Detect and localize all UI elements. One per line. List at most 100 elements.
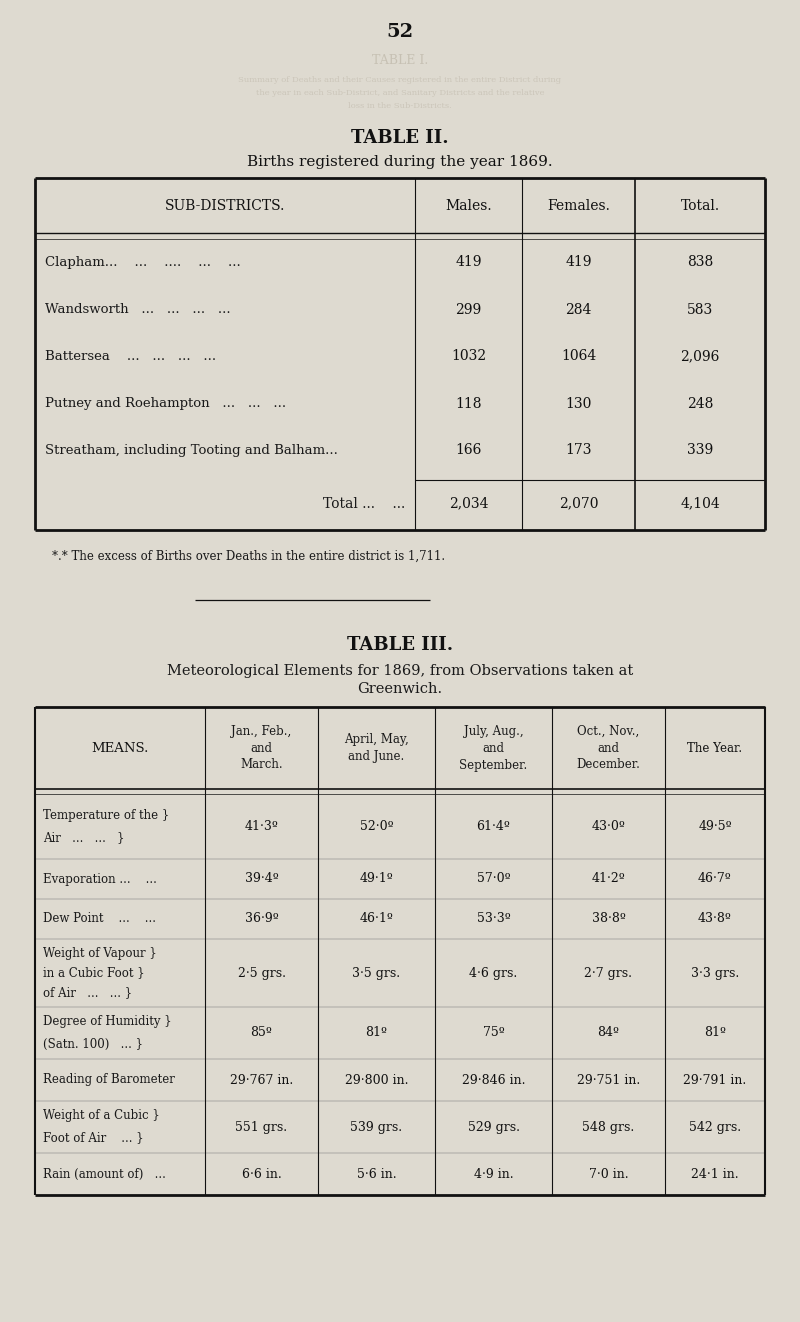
Text: 284: 284 [566, 303, 592, 316]
Text: 43·8º: 43·8º [698, 912, 732, 925]
Text: 49·5º: 49·5º [698, 820, 732, 833]
Text: Foot of Air    ... }: Foot of Air ... } [43, 1132, 144, 1145]
Text: 2,034: 2,034 [449, 497, 488, 510]
Text: 41·3º: 41·3º [245, 820, 278, 833]
Text: 4,104: 4,104 [680, 497, 720, 510]
Text: 41·2º: 41·2º [592, 873, 626, 886]
Text: 1032: 1032 [451, 349, 486, 364]
Text: 299: 299 [455, 303, 482, 316]
Text: 52·0º: 52·0º [360, 820, 394, 833]
Text: Battersea    ...   ...   ...   ...: Battersea ... ... ... ... [45, 350, 216, 364]
Text: Meteorological Elements for 1869, from Observations taken at: Meteorological Elements for 1869, from O… [167, 664, 633, 678]
Text: 36·9º: 36·9º [245, 912, 278, 925]
Text: Air   ...   ...   }: Air ... ... } [43, 832, 125, 843]
Text: and: and [250, 742, 273, 755]
Text: July, Aug.,: July, Aug., [464, 724, 523, 738]
Text: 339: 339 [687, 443, 713, 457]
Text: 29·751 in.: 29·751 in. [577, 1073, 640, 1087]
Text: 548 grs.: 548 grs. [582, 1121, 634, 1133]
Text: 838: 838 [687, 255, 713, 270]
Text: 7·0 in.: 7·0 in. [589, 1167, 628, 1181]
Text: 57·0º: 57·0º [477, 873, 510, 886]
Text: of Air   ...   ... }: of Air ... ... } [43, 986, 132, 999]
Text: 29·800 in.: 29·800 in. [345, 1073, 408, 1087]
Text: loss in the Sub-Districts.: loss in the Sub-Districts. [348, 102, 452, 110]
Text: 3·5 grs.: 3·5 grs. [353, 966, 401, 980]
Text: 2,070: 2,070 [558, 497, 598, 510]
Text: 53·3º: 53·3º [477, 912, 510, 925]
Text: 24·1 in.: 24·1 in. [691, 1167, 739, 1181]
Text: 39·4º: 39·4º [245, 873, 278, 886]
Text: 2·7 grs.: 2·7 grs. [585, 966, 633, 980]
Text: 29·846 in.: 29·846 in. [462, 1073, 526, 1087]
Text: and June.: and June. [348, 750, 405, 763]
Text: Clapham...    ...    ....    ...    ...: Clapham... ... .... ... ... [45, 256, 241, 268]
Text: 49·1º: 49·1º [360, 873, 394, 886]
Text: Weight of Vapour }: Weight of Vapour } [43, 947, 157, 960]
Text: 419: 419 [566, 255, 592, 270]
Text: Wandsworth   ...   ...   ...   ...: Wandsworth ... ... ... ... [45, 303, 230, 316]
Text: The Year.: The Year. [687, 742, 742, 755]
Text: (Satn. 100)   ... }: (Satn. 100) ... } [43, 1038, 143, 1051]
Text: SUB-DISTRICTS.: SUB-DISTRICTS. [165, 198, 285, 213]
Text: 46·7º: 46·7º [698, 873, 732, 886]
Text: 43·0º: 43·0º [591, 820, 626, 833]
Text: 3·3 grs.: 3·3 grs. [691, 966, 739, 980]
Text: 2·5 grs.: 2·5 grs. [238, 966, 286, 980]
Text: Reading of Barometer: Reading of Barometer [43, 1073, 175, 1087]
Text: 118: 118 [455, 397, 482, 411]
Text: Greenwich.: Greenwich. [358, 682, 442, 695]
Text: 81º: 81º [704, 1026, 726, 1039]
Text: *.* The excess of Births over Deaths in the entire district is 1,711.: *.* The excess of Births over Deaths in … [52, 550, 445, 563]
Text: and: and [598, 742, 619, 755]
Text: Streatham, including Tooting and Balham...: Streatham, including Tooting and Balham.… [45, 444, 338, 457]
Text: Females.: Females. [547, 198, 610, 213]
Text: Males.: Males. [445, 198, 492, 213]
Text: Rain (amount of)   ...: Rain (amount of) ... [43, 1167, 166, 1181]
Text: Summary of Deaths and their Causes registered in the entire District during: Summary of Deaths and their Causes regis… [238, 75, 562, 85]
Text: Weight of a Cubic }: Weight of a Cubic } [43, 1109, 160, 1122]
Text: 85º: 85º [250, 1026, 273, 1039]
Text: 583: 583 [687, 303, 713, 316]
Text: the year in each Sub-District, and Sanitary Districts and the relative: the year in each Sub-District, and Sanit… [256, 89, 544, 97]
Text: Oct., Nov.,: Oct., Nov., [578, 724, 640, 738]
Text: 1064: 1064 [561, 349, 596, 364]
Text: 29·791 in.: 29·791 in. [683, 1073, 746, 1087]
Text: Total ...    ...: Total ... ... [322, 497, 405, 510]
Text: 81º: 81º [366, 1026, 387, 1039]
Text: 173: 173 [566, 443, 592, 457]
Text: September.: September. [459, 759, 528, 772]
Text: 38·8º: 38·8º [591, 912, 626, 925]
Text: in a Cubic Foot }: in a Cubic Foot } [43, 966, 145, 980]
Text: MEANS.: MEANS. [91, 742, 149, 755]
Text: TABLE I.: TABLE I. [372, 53, 428, 66]
Text: Jan., Feb.,: Jan., Feb., [231, 724, 292, 738]
Text: 75º: 75º [482, 1026, 504, 1039]
Text: Dew Point    ...    ...: Dew Point ... ... [43, 912, 156, 925]
Text: 84º: 84º [598, 1026, 619, 1039]
Text: 542 grs.: 542 grs. [689, 1121, 741, 1133]
Text: 4·6 grs.: 4·6 grs. [470, 966, 518, 980]
Text: 551 grs.: 551 grs. [235, 1121, 287, 1133]
Text: 539 grs.: 539 grs. [350, 1121, 402, 1133]
Text: Births registered during the year 1869.: Births registered during the year 1869. [247, 155, 553, 169]
Text: 130: 130 [566, 397, 592, 411]
Text: March.: March. [240, 759, 283, 772]
Text: 6·6 in.: 6·6 in. [242, 1167, 282, 1181]
Text: Putney and Roehampton   ...   ...   ...: Putney and Roehampton ... ... ... [45, 397, 286, 410]
Text: 5·6 in.: 5·6 in. [357, 1167, 396, 1181]
Text: December.: December. [577, 759, 641, 772]
Text: 419: 419 [455, 255, 482, 270]
Text: 166: 166 [455, 443, 482, 457]
Text: 4·9 in.: 4·9 in. [474, 1167, 514, 1181]
Text: April, May,: April, May, [344, 732, 409, 746]
Text: 29·767 in.: 29·767 in. [230, 1073, 293, 1087]
Text: 529 grs.: 529 grs. [467, 1121, 519, 1133]
Text: Total.: Total. [681, 198, 719, 213]
Text: 61·4º: 61·4º [477, 820, 510, 833]
Text: Temperature of the }: Temperature of the } [43, 809, 170, 822]
Text: Degree of Humidity }: Degree of Humidity } [43, 1015, 172, 1029]
Text: TABLE II.: TABLE II. [351, 130, 449, 147]
Text: and: and [482, 742, 505, 755]
Text: 248: 248 [687, 397, 713, 411]
